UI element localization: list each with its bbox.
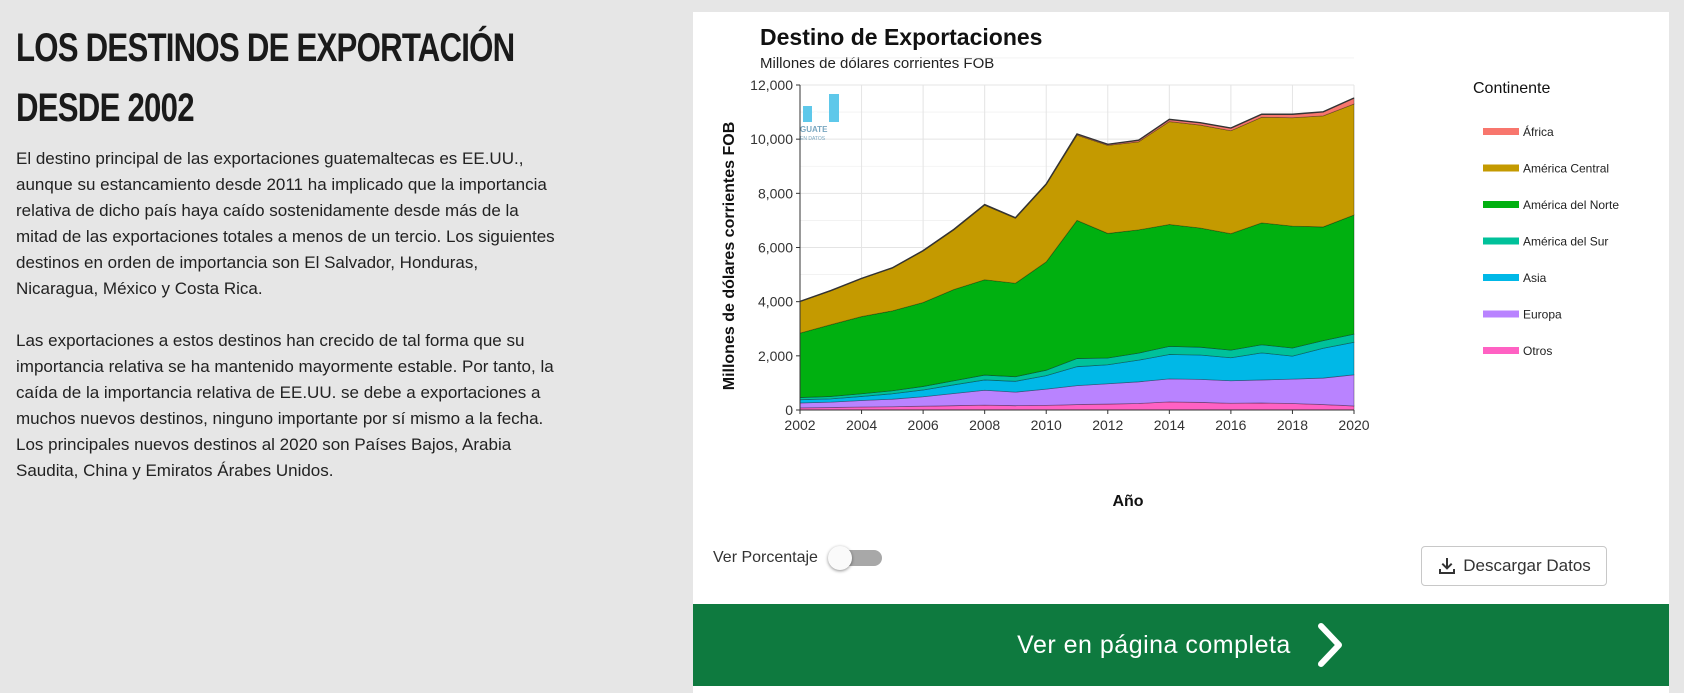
- x-tick-label: 2002: [784, 417, 815, 433]
- view-full-page-button[interactable]: Ver en página completa: [693, 604, 1669, 686]
- legend-swatch: [1483, 310, 1519, 318]
- chart-card: Destino de Exportaciones Millones de dól…: [693, 12, 1669, 693]
- legend-swatch: [1483, 274, 1519, 281]
- guate-en-datos-logo: GUATE EN DATOS: [800, 94, 839, 142]
- legend-label: Europa: [1523, 308, 1562, 322]
- legend-label: América del Sur: [1523, 235, 1608, 249]
- legend-title: Continente: [1473, 80, 1550, 97]
- legend-label: Otros: [1523, 344, 1552, 358]
- y-tick-label: 12,000: [750, 77, 793, 93]
- logo-bar-3: [829, 94, 839, 122]
- toggle-knob[interactable]: [827, 546, 852, 570]
- y-tick-label: 6,000: [758, 240, 793, 256]
- paragraph-1: El destino principal de las exportacione…: [16, 149, 555, 298]
- y-tick-label: 10,000: [750, 131, 793, 147]
- area-asia: [799, 341, 1355, 404]
- x-tick-labels: 2002 2004 2006 2008 2010 2012 2014 2016 2018 2020: [784, 417, 1369, 433]
- x-tick-label: 2010: [1031, 417, 1062, 433]
- chevron-right-icon: [1317, 623, 1342, 667]
- page-title: Los destinos de exportación desde 2002: [16, 26, 515, 130]
- x-tick-label: 2012: [1092, 417, 1123, 433]
- legend-label: América del Norte: [1523, 198, 1619, 212]
- total-outline: [799, 97, 1355, 303]
- x-axis-label: Año: [1112, 493, 1143, 510]
- download-icon: [1439, 558, 1456, 574]
- legend-swatch: [1483, 201, 1519, 208]
- percentage-toggle[interactable]: [827, 546, 884, 570]
- x-tick-label: 2016: [1215, 417, 1246, 433]
- x-tick-label: 2004: [846, 417, 877, 433]
- paragraph-2: Las exportaciones a estos destinos han c…: [16, 331, 554, 480]
- percentage-toggle-row: Ver Porcentaje: [713, 546, 884, 570]
- y-tick-label: 0: [785, 402, 793, 418]
- cta-label: Ver en página completa: [1017, 630, 1291, 659]
- x-tick-label: 2018: [1277, 417, 1308, 433]
- area-layers: [799, 97, 1355, 411]
- y-tick-label: 4,000: [758, 294, 793, 310]
- chart-subtitle: Millones de dólares corrientes FOB: [760, 55, 994, 72]
- legend-swatch: [1483, 347, 1519, 354]
- text-column: Los destinos de exportación desde 2002 E…: [16, 18, 576, 510]
- logo-bar-2: [814, 112, 817, 122]
- chart-title: Destino de Exportaciones: [760, 24, 1042, 50]
- logo-bar-1: [803, 106, 812, 122]
- toggle-label: Ver Porcentaje: [713, 549, 818, 566]
- y-tick-label: 8,000: [758, 185, 793, 201]
- y-tick-labels: 0 2,000 4,000 6,000 8,000 10,000 12,000: [750, 77, 793, 418]
- y-tick-label: 2,000: [758, 348, 793, 364]
- logo-text-main: GUATE: [800, 125, 828, 134]
- x-tick-label: 2014: [1154, 417, 1185, 433]
- legend-label: América Central: [1523, 162, 1609, 176]
- x-tick-label: 2006: [908, 417, 939, 433]
- legend-label: Asia: [1523, 271, 1547, 285]
- download-data-button[interactable]: Descargar Datos: [1421, 546, 1607, 586]
- chart-container: Destino de Exportaciones Millones de dól…: [693, 12, 1669, 522]
- y-axis-label: Millones de dólares corrientes FOB: [721, 122, 738, 391]
- legend-swatch: [1483, 237, 1519, 245]
- legend: África América Central América del Norte Am…: [1483, 124, 1619, 358]
- x-tick-label: 2008: [969, 417, 1000, 433]
- legend-swatch: [1483, 128, 1519, 135]
- logo-text-sub: EN DATOS: [800, 136, 826, 142]
- legend-label: África: [1523, 124, 1554, 139]
- legend-swatch: [1483, 164, 1519, 172]
- download-button-label: Descargar Datos: [1463, 556, 1591, 575]
- axes: [796, 84, 1355, 414]
- export-area-chart: Destino de Exportaciones Millones de dól…: [721, 24, 1619, 510]
- x-tick-label: 2020: [1338, 417, 1369, 433]
- area-américa-del-sur: [799, 333, 1355, 401]
